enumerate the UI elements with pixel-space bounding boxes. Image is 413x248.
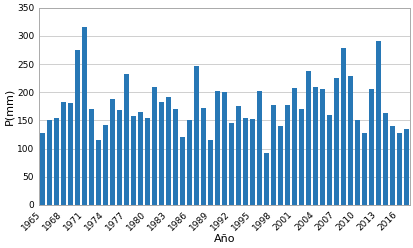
Bar xyxy=(40,133,45,205)
Bar xyxy=(263,153,268,205)
Bar xyxy=(81,27,87,205)
Bar xyxy=(88,109,94,205)
Bar xyxy=(61,102,66,205)
Bar xyxy=(123,74,129,205)
Bar xyxy=(109,99,115,205)
Bar xyxy=(151,87,157,205)
X-axis label: Año: Año xyxy=(213,234,235,244)
Bar xyxy=(284,105,290,205)
Bar xyxy=(172,109,178,205)
Bar xyxy=(333,78,338,205)
Bar xyxy=(186,120,192,205)
Bar xyxy=(298,109,304,205)
Bar xyxy=(68,103,73,205)
Bar xyxy=(138,112,143,205)
Bar xyxy=(403,129,408,205)
Bar xyxy=(347,76,352,205)
Bar xyxy=(389,126,394,205)
Bar xyxy=(214,91,220,205)
Bar xyxy=(256,91,261,205)
Bar xyxy=(47,120,52,205)
Bar xyxy=(270,105,275,205)
Bar xyxy=(305,71,311,205)
Bar xyxy=(165,97,171,205)
Bar xyxy=(249,119,254,205)
Bar xyxy=(312,87,318,205)
Bar xyxy=(102,125,108,205)
Bar xyxy=(54,118,59,205)
Bar xyxy=(396,133,401,205)
Bar xyxy=(116,110,122,205)
Bar xyxy=(193,66,199,205)
Bar xyxy=(144,118,150,205)
Bar xyxy=(228,123,234,205)
Bar xyxy=(382,113,387,205)
Bar xyxy=(131,116,136,205)
Bar xyxy=(277,126,282,205)
Bar xyxy=(361,133,366,205)
Bar xyxy=(75,50,80,205)
Bar xyxy=(95,140,101,205)
Bar xyxy=(319,89,324,205)
Y-axis label: P(mm): P(mm) xyxy=(4,88,14,125)
Bar xyxy=(326,115,331,205)
Bar xyxy=(354,120,359,205)
Bar xyxy=(235,106,241,205)
Bar xyxy=(158,102,164,205)
Bar xyxy=(179,137,185,205)
Bar xyxy=(242,118,248,205)
Bar xyxy=(340,48,345,205)
Bar xyxy=(368,89,373,205)
Bar xyxy=(375,41,380,205)
Bar xyxy=(207,140,213,205)
Bar xyxy=(200,108,206,205)
Bar xyxy=(221,92,227,205)
Bar xyxy=(291,88,297,205)
